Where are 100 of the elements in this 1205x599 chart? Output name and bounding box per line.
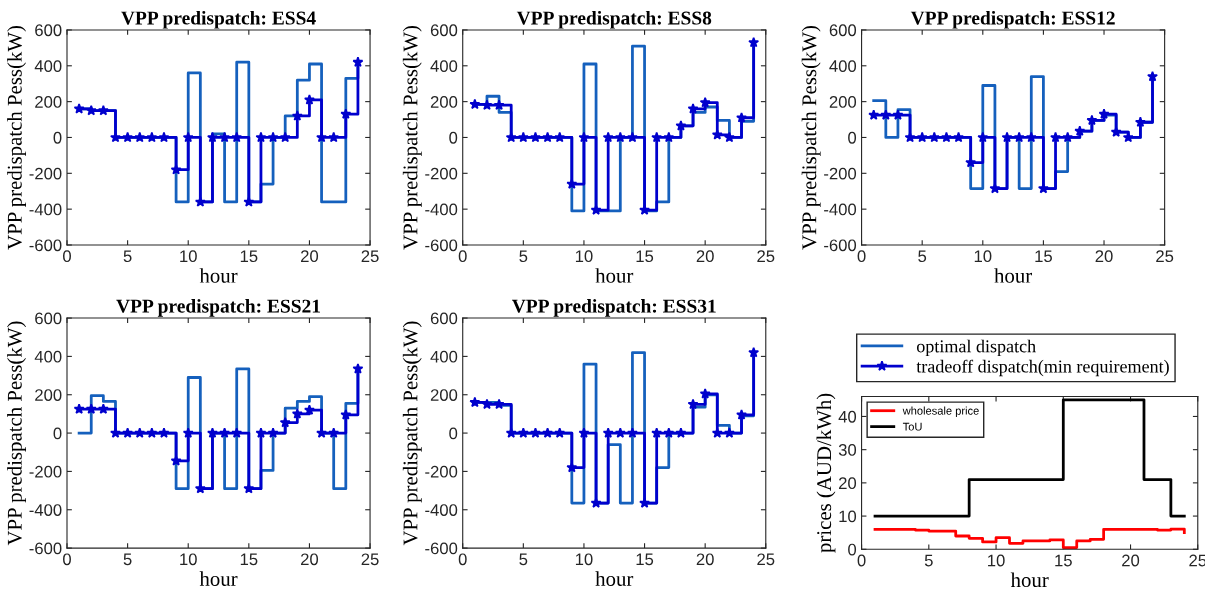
point bbox=[748, 36, 760, 48]
point bbox=[134, 131, 146, 143]
point bbox=[207, 131, 218, 143]
point bbox=[85, 403, 97, 414]
y-tick-label: 200 bbox=[35, 389, 62, 401]
point bbox=[723, 427, 735, 438]
point bbox=[158, 427, 170, 438]
y-tick-label: 200 bbox=[35, 96, 62, 108]
y-tick-label: 0 bbox=[53, 131, 62, 144]
legend-label: tradeoff dispatch(min requirement) bbox=[916, 359, 1169, 377]
point bbox=[1122, 131, 1134, 143]
point bbox=[916, 131, 928, 143]
legend-label: ToU bbox=[902, 422, 922, 431]
legend-label: wholesale price bbox=[902, 406, 979, 417]
point bbox=[316, 427, 328, 438]
point bbox=[97, 403, 109, 414]
x-tick-label: 20 bbox=[301, 553, 319, 566]
point bbox=[279, 131, 291, 143]
x-tick-label: 15 bbox=[1055, 554, 1072, 567]
point bbox=[1050, 131, 1061, 143]
x-tick-label: 20 bbox=[696, 553, 714, 566]
x-tick-label: 25 bbox=[361, 250, 379, 263]
point bbox=[85, 104, 97, 116]
y-tick-label: 600 bbox=[829, 24, 857, 37]
chart-title: VPP predispatch: ESS12 bbox=[910, 10, 1115, 29]
x-tick-label: 20 bbox=[1095, 250, 1113, 263]
point bbox=[663, 427, 675, 438]
y-tick-label: -400 bbox=[824, 203, 857, 216]
point bbox=[194, 196, 206, 207]
point bbox=[255, 427, 267, 438]
point bbox=[1110, 126, 1122, 137]
chart-title: VPP predispatch: ESS8 bbox=[516, 10, 712, 29]
y-tick-label: 10 bbox=[839, 510, 857, 523]
point bbox=[542, 427, 554, 438]
y-tick-label: 400 bbox=[430, 60, 458, 72]
y-axis-title: prices (AUD/kWh) bbox=[816, 393, 836, 553]
point bbox=[748, 346, 760, 358]
x-axis-title: hour bbox=[994, 268, 1033, 283]
point bbox=[170, 455, 182, 466]
x-tick-label: 25 bbox=[757, 250, 775, 263]
chart-title: VPP predispatch: ESS21 bbox=[116, 299, 320, 317]
x-tick-label: 20 bbox=[301, 250, 319, 263]
x-tick-label: 10 bbox=[575, 250, 593, 263]
point bbox=[517, 131, 529, 143]
point bbox=[578, 427, 590, 438]
point bbox=[699, 96, 711, 108]
point bbox=[639, 204, 651, 215]
y-tick-label: -600 bbox=[29, 239, 62, 252]
point bbox=[316, 131, 328, 143]
x-axis-title: hour bbox=[595, 571, 634, 586]
x-tick-label: 0 bbox=[458, 553, 467, 566]
y-tick-label: -200 bbox=[425, 465, 458, 478]
x-axis-title: hour bbox=[1010, 572, 1049, 588]
point bbox=[352, 363, 364, 374]
point bbox=[614, 427, 626, 438]
y-tick-label: 400 bbox=[34, 350, 62, 363]
point bbox=[122, 427, 134, 438]
chart-title: VPP predispatch: ESS4 bbox=[121, 10, 316, 29]
point bbox=[566, 178, 578, 189]
x-tick-label: 0 bbox=[857, 554, 866, 567]
x-tick-label: 5 bbox=[123, 250, 132, 263]
y-axis-title: VPP predispatch Pess(kW) bbox=[7, 321, 26, 546]
point bbox=[469, 396, 481, 408]
point bbox=[328, 131, 340, 143]
x-tick-label: 15 bbox=[1035, 250, 1052, 263]
x-axis-title: hour bbox=[199, 571, 238, 586]
x-tick-label: 10 bbox=[180, 553, 197, 566]
y-tick-label: 400 bbox=[34, 60, 62, 72]
point bbox=[134, 427, 146, 438]
x-axis-title: hour bbox=[199, 268, 238, 283]
point bbox=[1147, 70, 1158, 82]
point bbox=[328, 427, 340, 438]
x-tick-label: 10 bbox=[575, 553, 593, 566]
y-tick-label: 0 bbox=[848, 131, 857, 144]
point bbox=[1134, 116, 1146, 128]
point bbox=[97, 104, 109, 116]
y-tick-label: 20 bbox=[839, 477, 857, 490]
legend-label: optimal dispatch bbox=[916, 339, 1036, 357]
point bbox=[736, 112, 747, 123]
point bbox=[626, 131, 638, 143]
point bbox=[231, 131, 243, 143]
point bbox=[231, 427, 243, 438]
point bbox=[493, 398, 505, 410]
point bbox=[614, 131, 626, 143]
x-tick-label: 15 bbox=[240, 553, 258, 566]
point bbox=[928, 131, 940, 143]
y-tick-label: -400 bbox=[425, 504, 458, 516]
point bbox=[146, 131, 158, 143]
point bbox=[146, 427, 158, 438]
point bbox=[1013, 131, 1025, 143]
point bbox=[1098, 108, 1110, 119]
y-axis-title: VPP predispatch Pess(kW) bbox=[402, 25, 422, 250]
y-tick-label: -600 bbox=[824, 239, 857, 252]
point bbox=[340, 108, 352, 119]
y-tick-label: -200 bbox=[29, 167, 62, 180]
y-axis-title: VPP predispatch Pess(kW) bbox=[801, 25, 821, 250]
point bbox=[687, 103, 699, 114]
point bbox=[158, 131, 170, 143]
x-tick-label: 0 bbox=[63, 553, 71, 566]
x-tick-label: 0 bbox=[63, 250, 71, 263]
